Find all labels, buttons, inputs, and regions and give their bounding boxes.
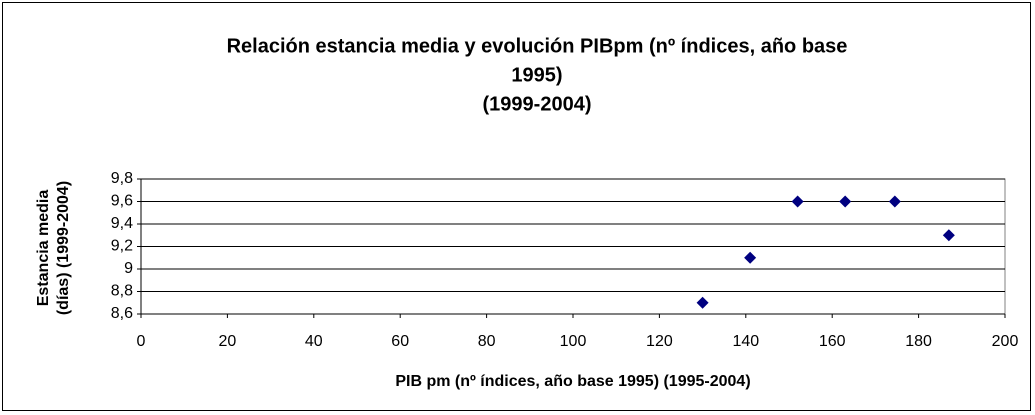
y-axis-label: (días) (1999-2004) [55, 181, 72, 315]
x-axis-label: PIB pm (nº índices, año base 1995) (1995… [395, 373, 750, 390]
chart-title: Relación estancia media y evolución PIBp… [227, 35, 848, 57]
y-axis-label: Estancia media [35, 190, 52, 307]
x-tick-label: 40 [305, 333, 323, 350]
y-tick-label: 8,8 [111, 283, 133, 300]
y-tick-label: 9,2 [111, 238, 133, 255]
y-tick-label: 9 [124, 260, 133, 277]
y-tick-label: 9,6 [111, 193, 133, 210]
x-tick-label: 100 [560, 333, 587, 350]
y-tick-label: 9,4 [111, 215, 133, 232]
x-tick-label: 0 [137, 333, 146, 350]
x-tick-label: 120 [646, 333, 673, 350]
y-tick-label: 9,8 [111, 170, 133, 187]
y-tick-label: 8,6 [111, 305, 133, 322]
data-point [744, 251, 757, 264]
x-tick-label: 200 [992, 333, 1019, 350]
data-point [942, 229, 955, 242]
x-tick-label: 60 [391, 333, 409, 350]
data-point [839, 195, 852, 208]
chart-title: 1995) [511, 64, 562, 86]
data-point [696, 296, 709, 309]
x-tick-label: 140 [732, 333, 759, 350]
x-tick-label: 180 [905, 333, 932, 350]
x-tick-label: 160 [819, 333, 846, 350]
x-tick-label: 20 [219, 333, 237, 350]
data-point [888, 195, 901, 208]
x-tick-label: 80 [478, 333, 496, 350]
chart-title: (1999-2004) [483, 93, 592, 115]
data-point [791, 195, 804, 208]
